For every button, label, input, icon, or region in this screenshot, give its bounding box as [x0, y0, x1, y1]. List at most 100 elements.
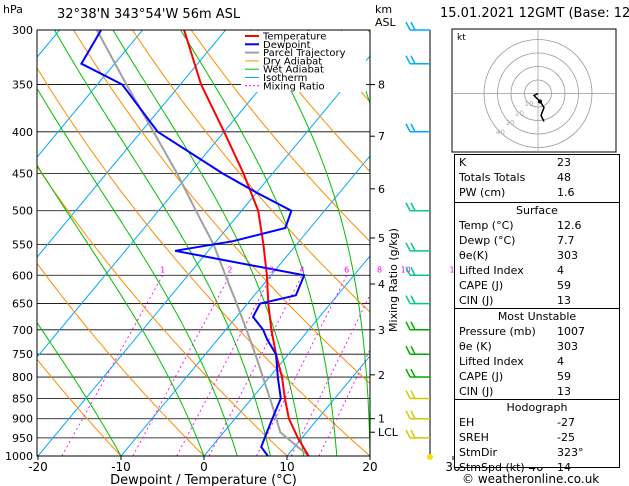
- surface-wind-dot: [427, 454, 433, 460]
- pressure-tick-label: 700: [12, 324, 33, 337]
- index-row: SREH -25: [455, 430, 619, 445]
- hodograph-storm-marker: [538, 99, 542, 104]
- index-label: StmDir: [459, 446, 498, 459]
- pressure-tick-label: 500: [12, 205, 33, 218]
- mixing-ratio-label: 1: [160, 265, 165, 274]
- mixing-ratio-label: 8: [377, 265, 382, 274]
- wind-barb-flag: [405, 202, 411, 212]
- km-tick-label: LCL: [378, 426, 399, 439]
- wet-adiabat-line: [37, 87, 238, 456]
- pressure-tick-label: 400: [12, 126, 33, 139]
- dry-adiabat-line: [37, 262, 205, 456]
- wind-barb-flag: [410, 410, 416, 420]
- index-row: θe (K) 303: [455, 339, 619, 354]
- index-value: 14: [557, 461, 571, 474]
- wind-barb-flag: [405, 266, 411, 276]
- location-title: 32°38'N 343°54'W 56m ASL: [57, 7, 241, 22]
- surface-section-title: Surface: [516, 204, 558, 217]
- mixing-ratio-line: [290, 293, 370, 456]
- x-tick-label: -10: [111, 460, 131, 474]
- wind-barb-flag: [405, 368, 411, 378]
- km-label: km: [375, 3, 393, 16]
- hpa-label: hPa: [3, 3, 23, 16]
- x-axis-label: Dewpoint / Temperature (°C): [110, 473, 297, 486]
- isotherm-line: [203, 255, 370, 456]
- wind-barb-flag: [410, 345, 416, 355]
- index-label: CIN (J): [459, 294, 494, 307]
- wet-adiabat-line: [257, 30, 370, 456]
- wind-barb-flag: [410, 202, 416, 212]
- hodograph-ring-label: 30: [506, 119, 515, 127]
- indices-top-table: K 23 Totals Totals 48 PW (cm) 1.6: [455, 155, 619, 200]
- index-row: StmDir 323°: [455, 445, 619, 460]
- index-row: Pressure (mb) 1007: [455, 324, 619, 339]
- wind-barb-flag: [410, 55, 416, 65]
- index-label: EH: [459, 416, 475, 429]
- pressure-tick-label: 450: [12, 167, 33, 180]
- index-label: Totals Totals: [459, 171, 526, 184]
- index-label: Lifted Index: [459, 264, 524, 277]
- wind-barb-flag: [405, 123, 411, 133]
- index-value: 303: [557, 249, 578, 262]
- wind-barb-flag: [410, 295, 416, 304]
- index-label: Pressure (mb): [459, 325, 536, 338]
- wind-barb-flag: [405, 21, 411, 31]
- wet-adiabat-line: [37, 164, 205, 456]
- mixing-ratio-label: 10: [401, 265, 411, 274]
- index-row: θe(K) 303: [455, 248, 619, 263]
- index-row: Dewp (°C) 7.7: [455, 233, 619, 248]
- index-label: CIN (J): [459, 385, 494, 398]
- index-value: 303: [557, 340, 578, 353]
- index-label: StmSpd (kt): [459, 461, 525, 474]
- mixing-ratio-line: [318, 348, 370, 456]
- km-tick-label: 5: [378, 232, 385, 245]
- wind-barb-flag: [410, 123, 416, 133]
- index-value: -25: [557, 431, 575, 444]
- index-label: SREH: [459, 431, 489, 444]
- x-tick-label: 10: [279, 460, 294, 474]
- km-tick-label: 6: [378, 183, 385, 196]
- hodograph-frame: [451, 28, 617, 153]
- hodograph-ring-label: 40: [496, 129, 505, 137]
- pressure-tick-label: 850: [12, 392, 33, 405]
- wind-barb-flag: [410, 242, 416, 252]
- isotherm-line: [120, 155, 370, 456]
- dry-adiabat-line: [131, 30, 370, 313]
- wind-barb-flag: [410, 368, 416, 378]
- plot-area: [37, 30, 370, 456]
- isotherm-line: [37, 30, 226, 258]
- mixing-ratio-line: [132, 275, 231, 456]
- index-row: PW (cm) 1.6: [455, 185, 619, 200]
- hodograph-section-title: Hodograph: [506, 401, 568, 414]
- indices-panel-top: K 23 Totals Totals 48 PW (cm) 1.6: [454, 154, 620, 203]
- wet-adiabat-line: [180, 30, 338, 456]
- legend-background: [241, 31, 366, 92]
- section-divider: [455, 308, 619, 309]
- wet-adiabat-line: [37, 321, 122, 456]
- index-label: PW (cm): [459, 186, 506, 199]
- most-unstable-section-title: Most Unstable: [497, 310, 577, 323]
- km-tick-label: 7: [378, 130, 385, 143]
- index-label: Dewp (°C): [459, 234, 516, 247]
- dry-adiabat-line: [37, 358, 122, 456]
- pressure-tick-label: 1000: [5, 450, 33, 463]
- km-tick-label: 4: [378, 278, 385, 291]
- pressure-tick-label: 600: [12, 269, 33, 282]
- mixing-ratio-label: 3: [269, 265, 274, 274]
- x-tick-label: 0: [200, 460, 208, 474]
- wind-barb-flag: [410, 21, 416, 31]
- km-tick-label: 8: [378, 79, 385, 92]
- wind-barb-flag: [410, 429, 416, 439]
- legend-entry: Wet Adiabat: [263, 65, 324, 76]
- index-row: CAPE (J) 59: [455, 278, 619, 293]
- index-row: StmSpd (kt) 14: [455, 460, 619, 475]
- x-tick-label: 20: [362, 460, 377, 474]
- index-row: Lifted Index 4: [455, 354, 619, 369]
- wind-barb-flag: [405, 295, 411, 304]
- wind-barb-flag: [410, 321, 416, 331]
- hodograph-ring-label: 20: [515, 110, 524, 118]
- indices-panel-main: Surface Temp (°C) 12.6 Dewp (°C) 7.7 θe(K)…: [454, 202, 620, 474]
- dry-adiabat-line: [249, 30, 370, 173]
- index-value: 12.6: [557, 219, 582, 232]
